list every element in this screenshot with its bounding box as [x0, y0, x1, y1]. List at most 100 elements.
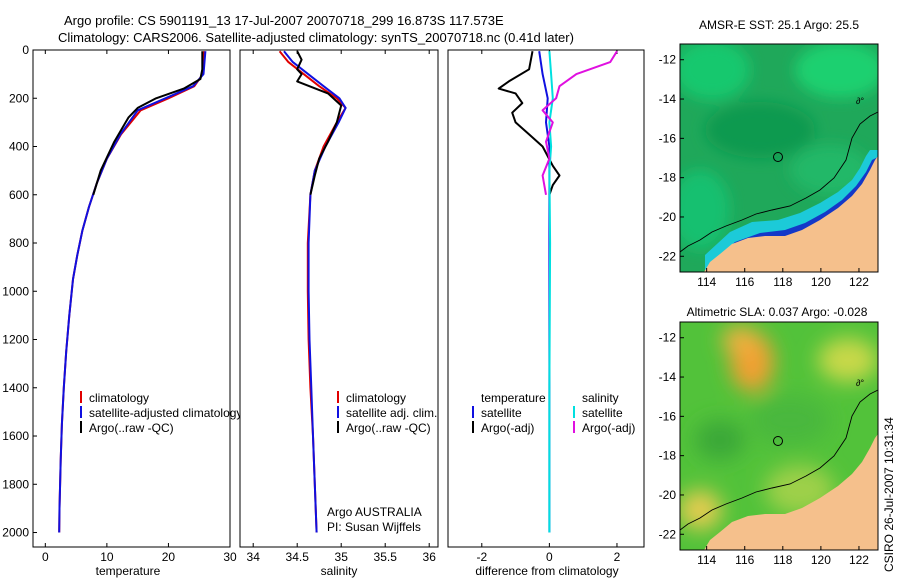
series-line-2	[548, 51, 554, 533]
temperature-y-ticks: 0 200 400 600 800 1000 1200 1400 1600 1800 2000	[2, 43, 37, 540]
salinity-legend: climatology satellite adj. clim. Argo(..…	[337, 391, 437, 435]
legend-label-satellite-adjusted: satellite-adjusted climatology	[89, 406, 242, 420]
map-x-tick-label: 120	[811, 553, 831, 567]
y-tick-label: 1800	[2, 477, 29, 491]
map-x-tick-label: 114	[697, 275, 716, 289]
legend-label-temp-satellite: satellite	[481, 406, 522, 420]
series-line-1	[497, 51, 561, 196]
y-tick-label: 400	[9, 140, 29, 154]
y-tick-label: 1000	[2, 284, 29, 298]
legend-label-salinity: salinity	[582, 391, 619, 405]
annotation-pi: PI: Susan Wijffels	[327, 520, 421, 534]
map-x-tick-label: 118	[773, 553, 792, 567]
x-tick-label: 36	[423, 550, 437, 564]
legend-label-climatology: climatology	[89, 391, 149, 405]
sst-coastline	[680, 111, 878, 253]
map-y-tick-label: -20	[659, 210, 677, 224]
map-x-tick-label: 118	[773, 275, 792, 289]
x-tick-label: 34.5	[286, 550, 310, 564]
map-x-tick-label: 114	[697, 553, 716, 567]
series-line-3	[541, 50, 618, 195]
y-tick-label: 1400	[2, 381, 29, 395]
annotation-argo-australia: Argo AUSTRALIA	[327, 505, 422, 519]
salinity-xlabel: salinity	[321, 564, 358, 578]
salinity-series-group	[278, 50, 347, 533]
y-tick-label: 0	[22, 43, 29, 57]
sst-map-title: AMSR-E SST: 25.1 Argo: 25.5	[699, 18, 859, 32]
figure-title-line1: Argo profile: CS 5901191_13 17-Jul-2007 …	[64, 13, 504, 28]
map-x-tick-label: 116	[735, 553, 754, 567]
temperature-legend: climatology satellite-adjusted climatolo…	[80, 391, 242, 435]
temperature-series-group	[58, 51, 207, 533]
map-y-tick-label: -22	[659, 527, 677, 541]
temperature-panel: 0 10 20 30 0 200 400 600 800 1000 1200 1400 1600 180…	[2, 43, 242, 578]
map-x-tick-label: 116	[735, 275, 754, 289]
legend-label-sal-satellite: satellite	[582, 406, 623, 420]
csiro-timestamp: CSIRO 26-Jul-2007 10:31:34	[882, 417, 896, 572]
sla-float-marker	[773, 436, 783, 446]
sst-map-ticks: 114 116 118 120 122 -12 -14 -16 -18 -20 -22	[659, 53, 870, 289]
sla-map-field: ∂°	[680, 322, 878, 550]
legend-label-argo: Argo(..raw -QC)	[89, 421, 174, 435]
legend-label-temperature: temperature	[481, 391, 546, 405]
map-x-tick-label: 122	[849, 553, 869, 567]
series-line-2	[296, 50, 343, 196]
y-tick-label: 600	[9, 188, 29, 202]
salinity-x-ticks: 34 34.5 35 35.5 36	[247, 50, 437, 564]
difference-panel-frame	[447, 49, 645, 548]
difference-xlabel: difference from climatology	[475, 564, 618, 578]
svg-text:∂°: ∂°	[856, 378, 864, 388]
x-tick-label: 20	[162, 550, 176, 564]
x-tick-label: 35.5	[374, 550, 398, 564]
map-y-tick-label: -22	[659, 249, 677, 263]
sla-map-ticks: 114 116 118 120 122 -12 -14 -16 -18 -20 -22	[659, 331, 870, 567]
legend-label-argo: Argo(..raw -QC)	[346, 421, 431, 435]
map-y-tick-label: -20	[659, 488, 677, 502]
temperature-panel-frame	[32, 49, 231, 548]
sla-map-title: Altimetric SLA: 0.037 Argo: -0.028	[687, 305, 868, 319]
svg-text:∂°: ∂°	[856, 96, 864, 106]
series-line-2	[92, 51, 204, 196]
y-tick-label: 800	[9, 236, 29, 250]
x-tick-label: 35	[335, 550, 349, 564]
difference-legend: temperature satellite Argo(-adj) salinit…	[472, 391, 635, 435]
x-tick-label: 2	[614, 550, 621, 564]
map-y-tick-label: -18	[659, 449, 677, 463]
figure-title-line2: Climatology: CARS2006. Satellite-adjuste…	[58, 30, 574, 45]
temperature-xlabel: temperature	[96, 564, 161, 578]
sst-float-marker	[773, 152, 783, 162]
temperature-x-ticks: 0 10 20 30	[42, 50, 237, 564]
salinity-panel-frame	[239, 49, 439, 548]
y-tick-label: 200	[9, 91, 29, 105]
x-tick-label: 0	[546, 550, 553, 564]
y-tick-label: 2000	[2, 526, 29, 540]
map-y-tick-label: -12	[659, 331, 677, 345]
legend-label-climatology: climatology	[346, 391, 406, 405]
legend-label-sal-argo: Argo(-adj)	[582, 421, 635, 435]
x-tick-label: -2	[476, 550, 487, 564]
x-tick-label: 30	[223, 550, 237, 564]
sst-map-field: ∂°	[680, 44, 878, 272]
x-tick-label: 10	[100, 550, 114, 564]
map-x-tick-label: 122	[849, 275, 869, 289]
y-tick-label: 1200	[2, 333, 29, 347]
difference-series-group	[497, 50, 618, 533]
map-y-tick-label: -14	[659, 370, 677, 384]
difference-panel: -2 0 2 difference from climatology tempera…	[447, 49, 645, 578]
map-y-tick-label: -16	[659, 409, 677, 423]
sst-map: AMSR-E SST: 25.1 Argo: 25.5 ∂° 114 116 118…	[659, 18, 879, 289]
x-tick-label: 0	[42, 550, 49, 564]
sla-map: Altimetric SLA: 0.037 Argo: -0.028 ∂° 11…	[659, 305, 879, 567]
series-line-1	[58, 51, 207, 533]
legend-label-temp-argo: Argo(-adj)	[481, 421, 534, 435]
salinity-panel: 34 34.5 35 35.5 36 salinity climatology sate…	[239, 49, 439, 578]
sla-coastline	[680, 389, 878, 531]
map-x-tick-label: 120	[811, 275, 831, 289]
map-y-tick-label: -16	[659, 131, 677, 145]
map-y-tick-label: -12	[659, 53, 677, 67]
y-tick-label: 1600	[2, 429, 29, 443]
map-y-tick-label: -18	[659, 171, 677, 185]
map-y-tick-label: -14	[659, 92, 677, 106]
legend-label-satellite-adj: satellite adj. clim.	[346, 406, 437, 420]
